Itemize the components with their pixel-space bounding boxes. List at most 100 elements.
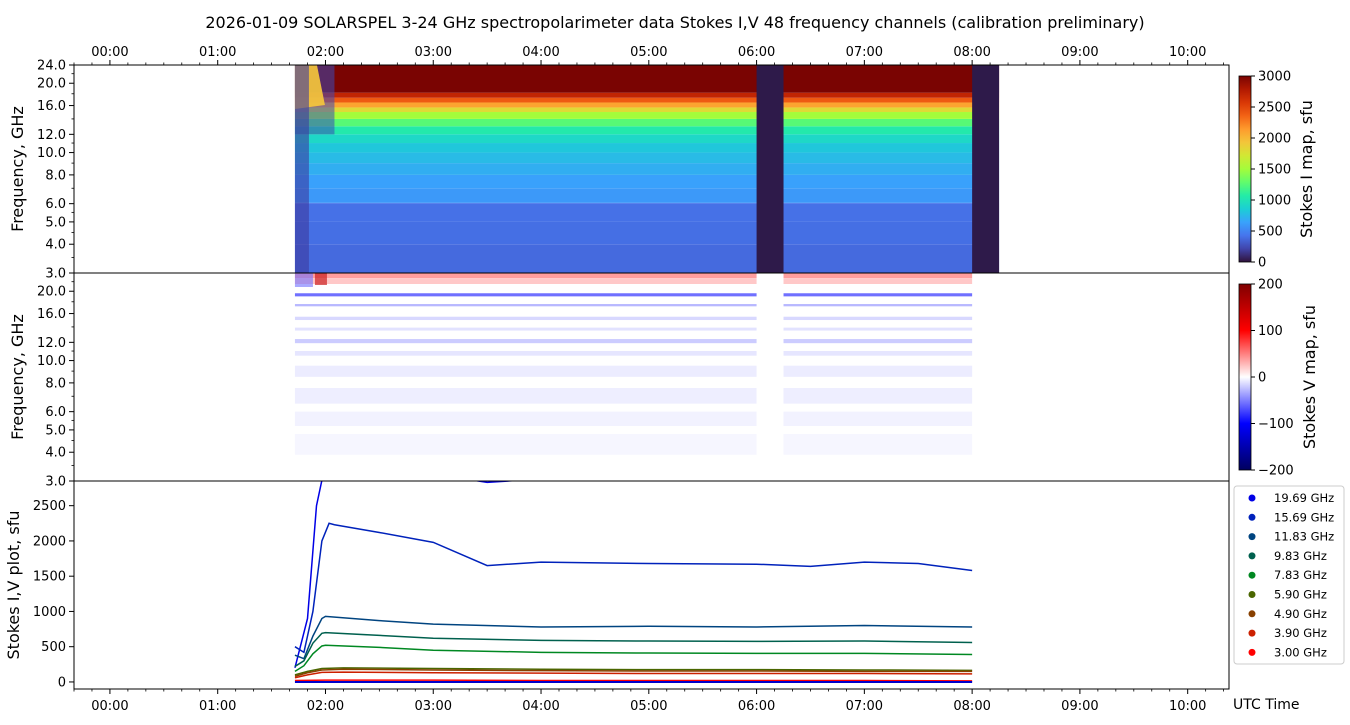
top-time-label: 07:00 [846, 45, 883, 60]
bottom-time-label: 10:00 [1169, 699, 1206, 714]
colorbar-tick-label: −100 [1258, 417, 1294, 432]
stokes-v-band [294, 273, 973, 279]
series-line-15-69-GHz [294, 522, 973, 654]
value-tick-label: 2500 [33, 499, 66, 514]
legend-marker [1248, 591, 1256, 598]
legend: 19.69 GHz 15.69 GHz 11.83 GHz 9.83 GHz 7.83 … [1233, 485, 1345, 665]
bottom-time-label: 03:00 [415, 699, 452, 714]
top-time-label: 05:00 [630, 45, 667, 60]
stokes-i-band [294, 203, 1000, 222]
legend-marker [1248, 513, 1256, 521]
stokes-v-yticks: 3.0 4.0 5.0 6.0 8.0 10.0 12.0 16.0 20.0 [37, 281, 74, 490]
stokes-i-band [294, 118, 1000, 127]
stokes-v-band [294, 304, 973, 307]
stokes-i-colorbar-ticks: 0 500 1000 1500 2000 2500 3000 [1251, 70, 1291, 271]
stokes-i-colorbar: 0 500 1000 1500 2000 2500 3000 Stokes I map, s… [1238, 70, 1316, 271]
stokes-i-band [294, 202, 1000, 204]
stokes-iv-axes-frame [73, 480, 1230, 690]
onset-edge [294, 65, 309, 273]
freq-tick-label: 16.0 [37, 307, 66, 322]
series-line-19-69-GHz [294, 481, 521, 669]
stokes-v-panel: 3.0 4.0 5.0 6.0 8.0 10.0 12.0 16.0 20.0 Frequenc… [8, 272, 1230, 490]
stokes-i-band [294, 221, 1000, 245]
figure-title: 2026-01-09 SOLARSPEL 3-24 GHz spectropol… [205, 13, 1144, 32]
legend-label: 15.69 GHz [1274, 510, 1334, 524]
bottom-time-label: 06:00 [738, 699, 775, 714]
stokes-i-band [294, 107, 1000, 113]
top-time-label: 01:00 [199, 45, 236, 60]
stokes-i-colorbar-label: Stokes I map, sfu [1297, 100, 1316, 238]
legend-marker [1248, 571, 1256, 579]
stokes-i-band [294, 152, 1000, 164]
stokes-i-band [294, 97, 1000, 103]
series-line-11-83-GHz [294, 615, 973, 660]
stokes-v-band [294, 411, 973, 426]
series-line-4-90-GHz [294, 668, 973, 678]
stokes-v-band [294, 278, 973, 285]
legend-marker [1248, 648, 1256, 656]
colorbar-tick-label: −200 [1258, 464, 1294, 479]
stokes-i-band [294, 143, 1000, 153]
value-tick-label: 2000 [33, 534, 66, 549]
value-tick-label: 500 [41, 640, 66, 655]
stokes-v-band [294, 365, 973, 377]
top-time-label: 04:00 [522, 45, 559, 60]
stokes-i-band [294, 112, 1000, 119]
series-line-9-83-GHz [294, 631, 973, 668]
stokes-i-colorbar-bar [1238, 75, 1252, 263]
legend-marker [1248, 533, 1256, 541]
legend-label: 4.90 GHz [1274, 607, 1327, 621]
bottom-time-label: 05:00 [630, 699, 667, 714]
legend-marker [1248, 610, 1256, 618]
top-time-label: 03:00 [415, 45, 452, 60]
stokes-i-heatmap [294, 65, 1000, 273]
stokes-i-band [294, 126, 1000, 135]
freq-tick-label: 20.0 [37, 77, 66, 92]
stokes-v-band [294, 293, 973, 297]
legend-label: 9.83 GHz [1274, 549, 1327, 563]
colorbar-tick-label: 500 [1258, 225, 1283, 240]
freq-tick-label: 8.0 [45, 376, 66, 391]
stokes-i-band [294, 188, 1000, 203]
bottom-time-label: 01:00 [199, 699, 236, 714]
value-tick-label: 1000 [33, 605, 66, 620]
legend-label: 19.69 GHz [1274, 491, 1334, 505]
legend-frame [1233, 485, 1345, 665]
freq-tick-label: 4.0 [45, 238, 66, 253]
freq-tick-label: 8.0 [45, 168, 66, 183]
stokes-iv-lines [294, 481, 973, 683]
stokes-i-band [294, 102, 1000, 108]
bottom-time-label: 08:00 [953, 699, 990, 714]
freq-tick-label: 3.0 [45, 475, 66, 490]
top-time-label: 10:00 [1169, 45, 1206, 60]
stokes-i-yticks: 3.0 4.0 5.0 6.0 8.0 10.0 12.0 16.0 20.0 24.0 [37, 59, 74, 282]
freq-tick-label: 24.0 [37, 59, 66, 74]
stokes-i-panel: 3.0 4.0 5.0 6.0 8.0 10.0 12.0 16.0 20.0 24.0 00:0… [8, 45, 1230, 282]
colorbar-tick-label: 100 [1258, 324, 1283, 339]
stokes-v-band [294, 388, 973, 404]
stokes-iv-ylabel: Stokes I,V plot, sfu [4, 511, 23, 660]
stokes-iv-panel: 0 500 1000 1500 2000 2500 00:00 01:00 02:00 03:0… [4, 480, 1299, 714]
bottom-time-label: 09:00 [1061, 699, 1098, 714]
legend-marker [1248, 629, 1256, 637]
freq-tick-label: 5.0 [45, 423, 66, 438]
colorbar-tick-label: 0 [1258, 256, 1266, 271]
freq-tick-label: 12.0 [37, 336, 66, 351]
legend-label: 11.83 GHz [1274, 530, 1334, 544]
stokes-v-ylabel: Frequency, GHz [8, 314, 27, 440]
stokes-v-colorbar-bar [1238, 283, 1252, 471]
colorbar-tick-label: 0 [1258, 371, 1266, 386]
v-burst-spot [314, 273, 327, 285]
stokes-i-band [294, 163, 1000, 175]
stokes-v-colorbar-label: Stokes V map, sfu [1300, 305, 1319, 449]
data-gap [756, 65, 784, 273]
series-line-7-83-GHz [294, 644, 973, 673]
x-axis-label: UTC Time [1233, 697, 1299, 713]
bottom-time-label: 00:00 [91, 699, 128, 714]
stokes-i-ylabel: Frequency, GHz [8, 106, 27, 232]
legend-label: 3.90 GHz [1274, 626, 1327, 640]
colorbar-tick-label: 200 [1258, 278, 1283, 293]
data-gap [756, 273, 784, 481]
stokes-v-band [294, 433, 973, 455]
